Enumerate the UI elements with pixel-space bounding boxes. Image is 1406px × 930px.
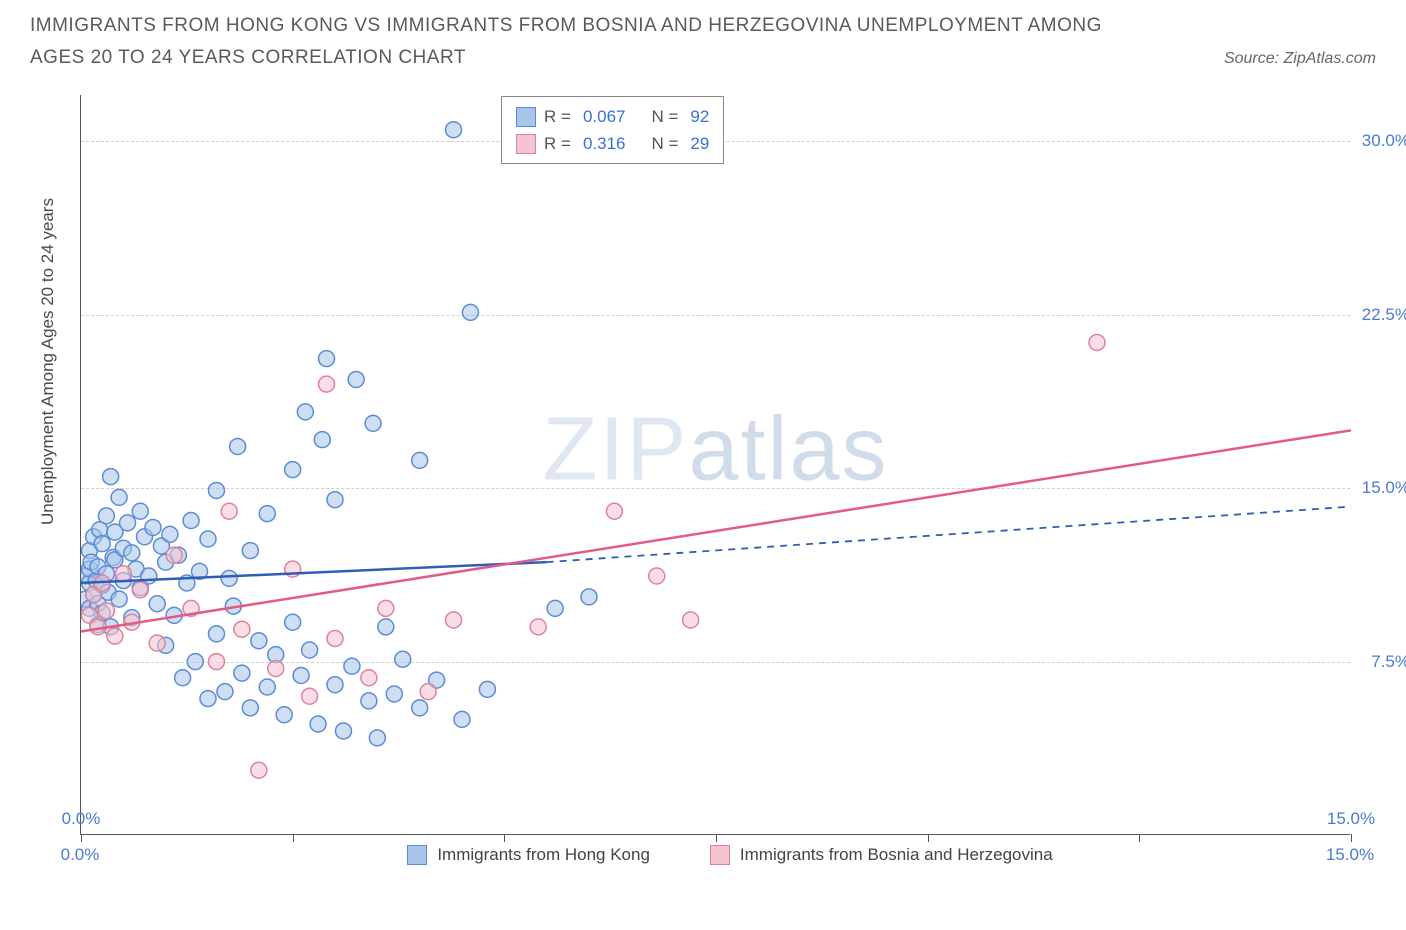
- trend-line-bh: [81, 430, 1351, 631]
- trend-lines: [81, 95, 1351, 835]
- trend-line-ext-hk: [547, 507, 1351, 563]
- x-tick: [716, 834, 717, 842]
- y-tick-label: 15.0%: [1362, 478, 1406, 498]
- legend-stat-row: R = 0.067 N = 92: [516, 103, 709, 130]
- y-tick-label: 7.5%: [1371, 652, 1406, 672]
- chart-container: Unemployment Among Ages 20 to 24 years Z…: [30, 95, 1380, 905]
- plot-inner: ZIPatlas R =0.067N =92R =0.316N =29 7.5%…: [80, 95, 1350, 835]
- stat-r-value: 0.067: [583, 103, 626, 130]
- stat-n-value: 92: [690, 103, 709, 130]
- legend-label: Immigrants from Bosnia and Herzegovina: [740, 845, 1053, 865]
- trend-line-hk: [81, 562, 547, 583]
- stat-n-value: 29: [690, 130, 709, 157]
- legend-label: Immigrants from Hong Kong: [437, 845, 650, 865]
- x-tick-label: 0.0%: [61, 845, 100, 860]
- x-tick: [1351, 834, 1352, 842]
- x-tick: [1139, 834, 1140, 842]
- legend-swatch: [407, 845, 427, 865]
- x-tick: [293, 834, 294, 842]
- chart-title: IMMIGRANTS FROM HONG KONG VS IMMIGRANTS …: [30, 10, 1130, 75]
- stat-n-label: N =: [651, 130, 678, 157]
- y-tick-label: 30.0%: [1362, 131, 1406, 151]
- legend-swatch: [516, 134, 536, 154]
- legend-stat-row: R = 0.316 N = 29: [516, 130, 709, 157]
- x-tick-label: 15.0%: [1326, 845, 1374, 860]
- legend-swatch: [516, 107, 536, 127]
- plot-area: ZIPatlas R =0.067N =92R =0.316N =29 7.5%…: [80, 95, 1380, 865]
- x-tick: [928, 834, 929, 842]
- legend-stats: R = 0.067 N = 92 R = 0.316 N = 29: [501, 96, 724, 164]
- stat-r-label: R =: [544, 130, 571, 157]
- legend-item: Immigrants from Bosnia and Herzegovina: [710, 845, 1053, 865]
- legend-swatch: [710, 845, 730, 865]
- x-tick: [504, 834, 505, 842]
- legend-bottom: Immigrants from Hong Kong Immigrants from…: [80, 845, 1380, 865]
- y-tick-label: 22.5%: [1362, 305, 1406, 325]
- x-tick: [81, 834, 82, 842]
- stat-n-label: N =: [651, 103, 678, 130]
- y-axis-label: Unemployment Among Ages 20 to 24 years: [38, 198, 58, 525]
- stat-r-label: R =: [544, 103, 571, 130]
- legend-item: Immigrants from Hong Kong: [407, 845, 650, 865]
- source-attribution: Source: ZipAtlas.com: [1224, 10, 1376, 68]
- stat-r-value: 0.316: [583, 130, 626, 157]
